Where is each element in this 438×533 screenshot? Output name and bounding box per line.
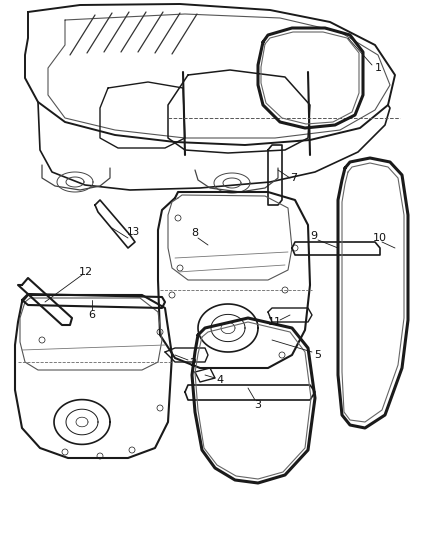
- Circle shape: [279, 352, 285, 358]
- Text: 11: 11: [268, 317, 282, 327]
- Text: 6: 6: [88, 310, 95, 320]
- Circle shape: [169, 292, 175, 298]
- Text: 13: 13: [127, 227, 140, 237]
- Circle shape: [62, 449, 68, 455]
- Text: 2: 2: [190, 358, 197, 368]
- Text: 12: 12: [79, 267, 93, 277]
- Text: 5: 5: [314, 350, 321, 360]
- Text: 4: 4: [216, 375, 223, 385]
- Text: 10: 10: [373, 233, 387, 243]
- Circle shape: [282, 287, 288, 293]
- Circle shape: [129, 447, 135, 453]
- Circle shape: [177, 265, 183, 271]
- Circle shape: [157, 329, 163, 335]
- Text: 3: 3: [254, 400, 261, 410]
- Circle shape: [175, 215, 181, 221]
- Circle shape: [157, 405, 163, 411]
- Circle shape: [292, 245, 298, 251]
- Text: 1: 1: [374, 63, 381, 73]
- Text: 9: 9: [311, 231, 318, 241]
- Circle shape: [39, 337, 45, 343]
- Text: 7: 7: [290, 173, 297, 183]
- Text: 8: 8: [191, 228, 198, 238]
- Circle shape: [97, 453, 103, 459]
